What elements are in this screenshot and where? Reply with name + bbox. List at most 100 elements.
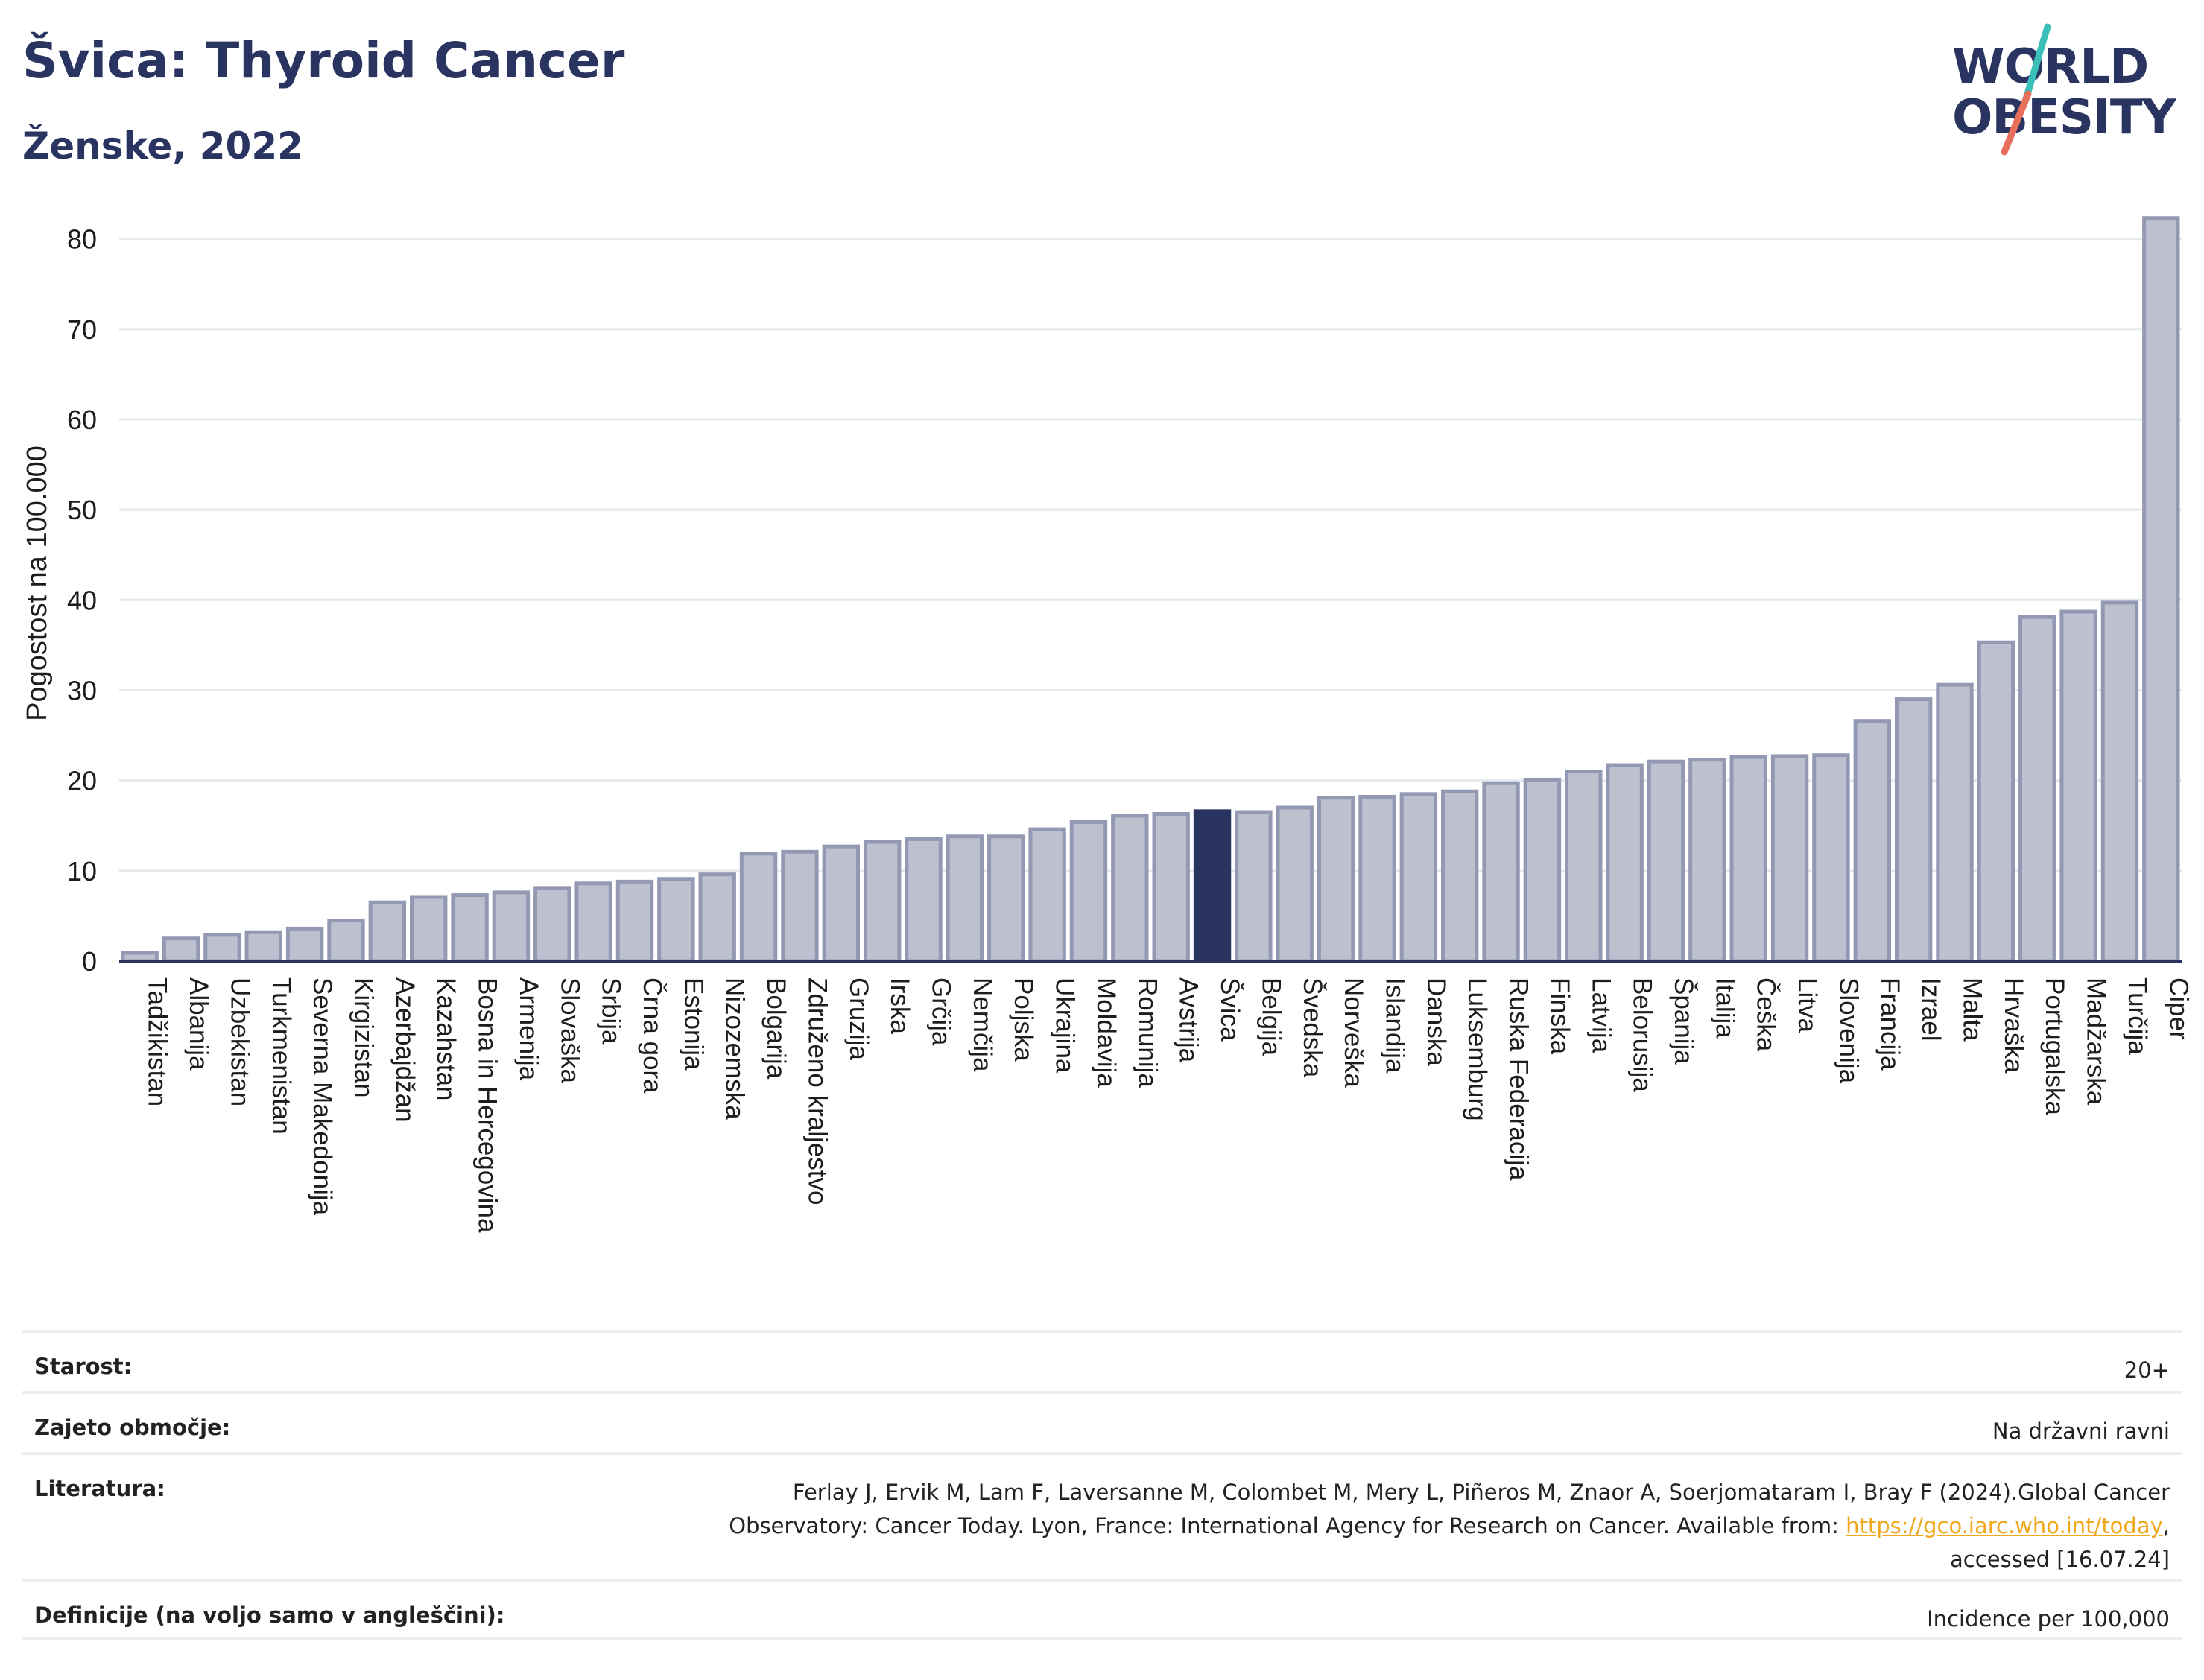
x-tick-label: Norveška bbox=[1339, 977, 1368, 1088]
info-label-coverage: Zajeto območje: bbox=[34, 1415, 231, 1440]
x-tick-label: Danska bbox=[1422, 977, 1451, 1066]
bar[interactable] bbox=[1111, 814, 1149, 963]
bar[interactable] bbox=[657, 877, 695, 963]
bar[interactable] bbox=[162, 936, 200, 963]
bar[interactable] bbox=[2059, 609, 2097, 963]
info-row-age: Starost: 20+ bbox=[22, 1330, 2182, 1391]
x-tick-label: Združeno kraljestvo bbox=[802, 977, 832, 1205]
bar[interactable] bbox=[285, 926, 324, 963]
bar[interactable] bbox=[2142, 216, 2180, 963]
bar[interactable] bbox=[1028, 827, 1066, 963]
bar[interactable] bbox=[781, 849, 819, 963]
x-tick-label: Irska bbox=[885, 977, 914, 1034]
bar[interactable] bbox=[1482, 781, 1520, 963]
bar-highlighted[interactable] bbox=[1193, 809, 1232, 963]
logo-slash-icon bbox=[2001, 23, 2051, 156]
x-tick-label: Gruzija bbox=[844, 977, 873, 1060]
bar[interactable] bbox=[1894, 697, 1933, 963]
bar[interactable] bbox=[2100, 600, 2139, 963]
info-value-coverage: Na državni ravni bbox=[1992, 1419, 2170, 1444]
x-tick-label: Azerbajdžan bbox=[390, 977, 419, 1123]
x-tick-label: Malta bbox=[1958, 977, 1987, 1042]
bar[interactable] bbox=[410, 895, 448, 963]
bar[interactable] bbox=[1358, 794, 1396, 963]
bar[interactable] bbox=[1812, 753, 1850, 963]
bar[interactable] bbox=[1317, 796, 1355, 963]
bar[interactable] bbox=[2018, 615, 2056, 963]
y-tick-label: 60 bbox=[67, 405, 97, 435]
y-tick-label: 0 bbox=[82, 946, 97, 977]
bar[interactable] bbox=[368, 900, 407, 963]
x-tick-label: Severna Makedonija bbox=[308, 977, 337, 1216]
x-tick-label: Poljska bbox=[1009, 977, 1038, 1062]
bar[interactable] bbox=[451, 893, 489, 963]
bar[interactable] bbox=[1770, 754, 1809, 963]
y-tick-label: 40 bbox=[67, 585, 97, 615]
x-tick-label: Belgija bbox=[1256, 977, 1285, 1056]
y-tick-label: 50 bbox=[67, 495, 97, 525]
bar[interactable] bbox=[1606, 763, 1644, 963]
bar[interactable] bbox=[1688, 758, 1726, 963]
bar[interactable] bbox=[1647, 759, 1685, 963]
bar[interactable] bbox=[244, 930, 282, 963]
x-tick-label: Turkmenistan bbox=[267, 977, 296, 1135]
reference-line-2-text: Observatory: Cancer Today. Lyon, France:… bbox=[729, 1513, 1846, 1538]
x-tick-label: Avstrija bbox=[1174, 977, 1203, 1063]
x-tick-label: Hrvaška bbox=[1999, 977, 2028, 1074]
bar[interactable] bbox=[492, 890, 531, 963]
x-tick-label: Ciper bbox=[2164, 977, 2193, 1040]
info-row-reference: Literatura: Ferlay J, Ervik M, Lam F, La… bbox=[22, 1452, 2182, 1579]
x-tick-label: Srbija bbox=[597, 977, 626, 1045]
bar[interactable] bbox=[1235, 810, 1273, 963]
bar[interactable] bbox=[1399, 792, 1438, 963]
reference-line-1: Ferlay J, Ervik M, Lam F, Laversanne M, … bbox=[792, 1480, 2170, 1505]
bar[interactable] bbox=[987, 834, 1025, 963]
bar[interactable] bbox=[1729, 755, 1767, 963]
x-tick-label: Armenija bbox=[514, 977, 543, 1081]
y-tick-label: 20 bbox=[67, 766, 97, 796]
info-label-reference: Literatura: bbox=[34, 1476, 165, 1501]
x-tick-label: Nemčija bbox=[968, 977, 997, 1072]
bar[interactable] bbox=[615, 879, 654, 963]
x-tick-label: Francija bbox=[1875, 977, 1904, 1071]
bar[interactable] bbox=[1523, 777, 1562, 963]
bar[interactable] bbox=[698, 872, 736, 963]
bar[interactable] bbox=[574, 881, 612, 963]
bar[interactable] bbox=[1936, 682, 1974, 963]
bar[interactable] bbox=[1276, 805, 1314, 963]
x-tick-label: Estonija bbox=[679, 977, 708, 1071]
bar[interactable] bbox=[1977, 640, 2015, 963]
logo-line-1: WORLD bbox=[1952, 39, 2149, 95]
bar[interactable] bbox=[863, 840, 902, 963]
reference-line-2: Observatory: Cancer Today. Lyon, France:… bbox=[729, 1509, 2170, 1543]
x-tick-label: Albanija bbox=[184, 977, 213, 1071]
bar[interactable] bbox=[1069, 820, 1108, 963]
bar[interactable] bbox=[822, 844, 860, 963]
x-tick-label: Nizozemska bbox=[721, 977, 750, 1120]
x-tick-label: Kazahstan bbox=[431, 977, 460, 1100]
info-table: Starost: 20+ Zajeto območje: Na državni … bbox=[22, 1330, 2182, 1640]
bar[interactable] bbox=[905, 837, 943, 963]
bar[interactable] bbox=[1565, 770, 1603, 963]
bar[interactable] bbox=[1152, 811, 1190, 963]
x-tick-label: Tadžikistan bbox=[143, 977, 172, 1106]
x-tick-label: Švica bbox=[1215, 977, 1244, 1042]
world-obesity-logo[interactable]: WORLD OBESITY bbox=[1937, 21, 2191, 170]
x-axis-labels: Tadžikistan Albanija Uzbekistan Turkmenista… bbox=[143, 977, 2194, 1233]
bar[interactable] bbox=[203, 933, 241, 963]
bar[interactable] bbox=[533, 886, 571, 963]
info-row-coverage: Zajeto območje: Na državni ravni bbox=[22, 1391, 2182, 1452]
reference-link[interactable]: https://gco.iarc.who.int/today bbox=[1846, 1513, 2163, 1538]
x-tick-label: Češka bbox=[1752, 977, 1781, 1052]
bar[interactable] bbox=[1853, 719, 1891, 963]
x-tick-label: Belorusija bbox=[1628, 977, 1657, 1092]
bar[interactable] bbox=[327, 918, 365, 963]
bar[interactable] bbox=[1441, 789, 1479, 963]
x-tick-label: Ukrajina bbox=[1051, 977, 1080, 1074]
bar-chart: 0 10 20 30 40 50 60 70 80 Tadžikistan Albanija Uzb… bbox=[22, 216, 2194, 1233]
bar[interactable] bbox=[946, 834, 984, 963]
y-tick-label: 70 bbox=[67, 314, 97, 345]
x-tick-label: Bosna in Hercegovina bbox=[473, 977, 502, 1233]
x-tick-label: Izrael bbox=[1916, 977, 1945, 1042]
bar[interactable] bbox=[739, 852, 778, 963]
